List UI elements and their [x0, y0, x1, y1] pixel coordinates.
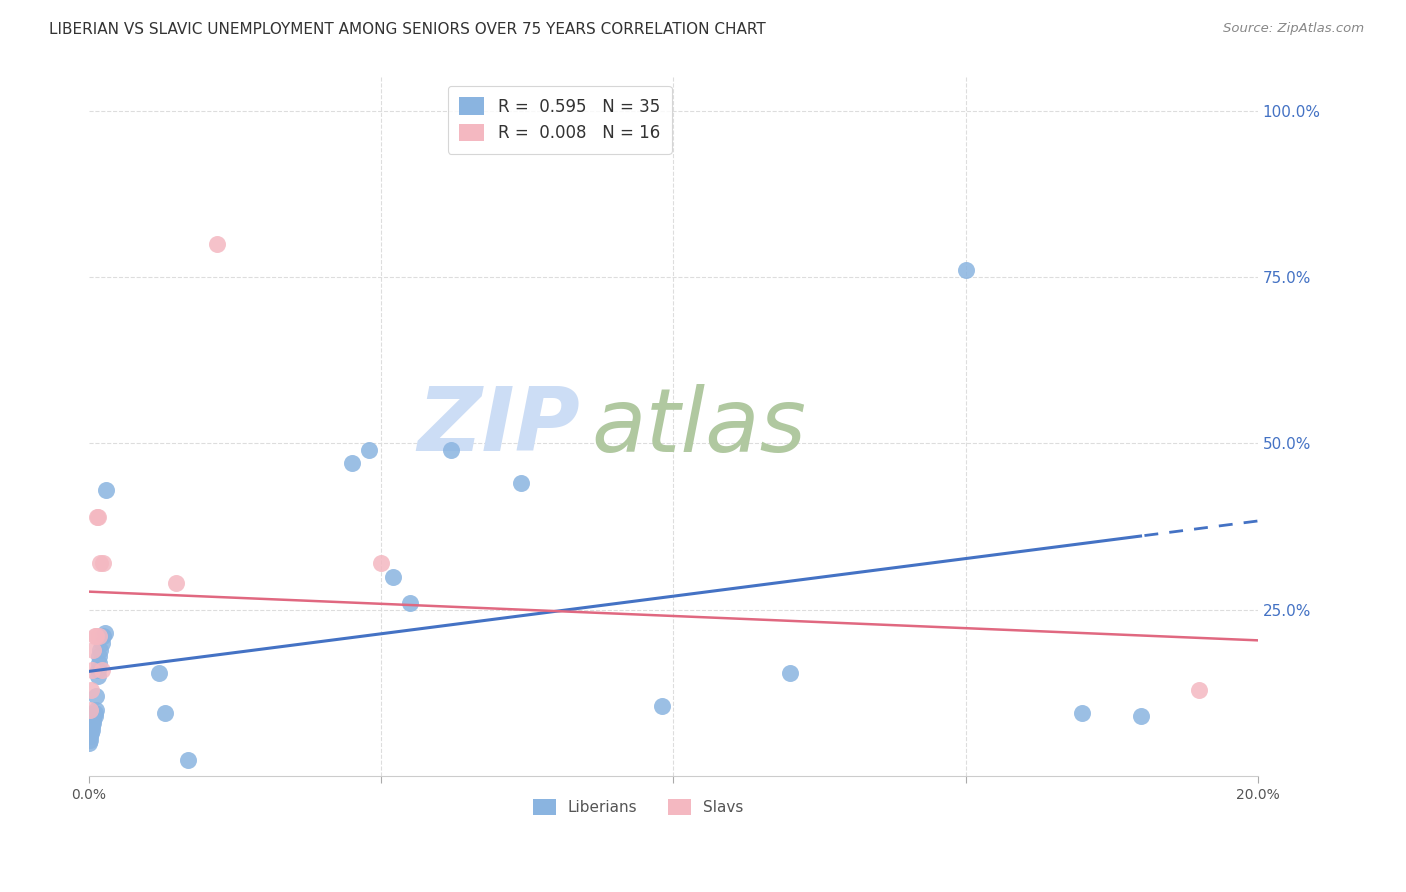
Point	[440, 443, 463, 458]
Point	[83, 709, 105, 723]
Text: atlas: atlas	[592, 384, 806, 470]
Text: LIBERIAN VS SLAVIC UNEMPLOYMENT AMONG SENIORS OVER 75 YEARS CORRELATION CHART: LIBERIAN VS SLAVIC UNEMPLOYMENT AMONG SE…	[49, 22, 766, 37]
Point	[87, 663, 110, 677]
Point	[80, 726, 103, 740]
Point	[359, 443, 381, 458]
Point	[90, 636, 112, 650]
Point	[177, 752, 200, 766]
Point	[651, 699, 673, 714]
Point	[89, 649, 111, 664]
Point	[89, 556, 111, 570]
Point	[89, 642, 111, 657]
Point	[93, 629, 115, 643]
Point	[80, 682, 103, 697]
Point	[84, 629, 107, 643]
Point	[86, 509, 108, 524]
Legend: Liberians, Slavs: Liberians, Slavs	[523, 790, 752, 824]
Point	[86, 669, 108, 683]
Point	[340, 457, 363, 471]
Point	[399, 596, 422, 610]
Point	[82, 715, 104, 730]
Point	[779, 666, 801, 681]
Point	[381, 569, 404, 583]
Text: ZIP: ZIP	[418, 384, 579, 470]
Point	[153, 706, 176, 720]
Point	[90, 663, 112, 677]
Point	[79, 732, 101, 747]
Point	[82, 713, 104, 727]
Point	[80, 723, 103, 737]
Point	[87, 509, 110, 524]
Point	[510, 476, 533, 491]
Point	[82, 642, 104, 657]
Point	[82, 663, 104, 677]
Point	[79, 729, 101, 743]
Point	[77, 736, 100, 750]
Point	[87, 656, 110, 670]
Point	[148, 666, 170, 681]
Text: Source: ZipAtlas.com: Source: ZipAtlas.com	[1223, 22, 1364, 36]
Point	[89, 629, 111, 643]
Point	[84, 703, 107, 717]
Point	[96, 483, 118, 497]
Point	[165, 576, 187, 591]
Point	[93, 556, 115, 570]
Point	[370, 556, 392, 570]
Point	[83, 629, 105, 643]
Point	[82, 719, 104, 733]
Point	[79, 703, 101, 717]
Point	[955, 263, 977, 277]
Point	[1188, 682, 1211, 697]
Point	[207, 236, 229, 251]
Point	[94, 626, 117, 640]
Point	[86, 690, 108, 704]
Point	[1129, 709, 1152, 723]
Point	[84, 706, 107, 720]
Point	[1071, 706, 1094, 720]
